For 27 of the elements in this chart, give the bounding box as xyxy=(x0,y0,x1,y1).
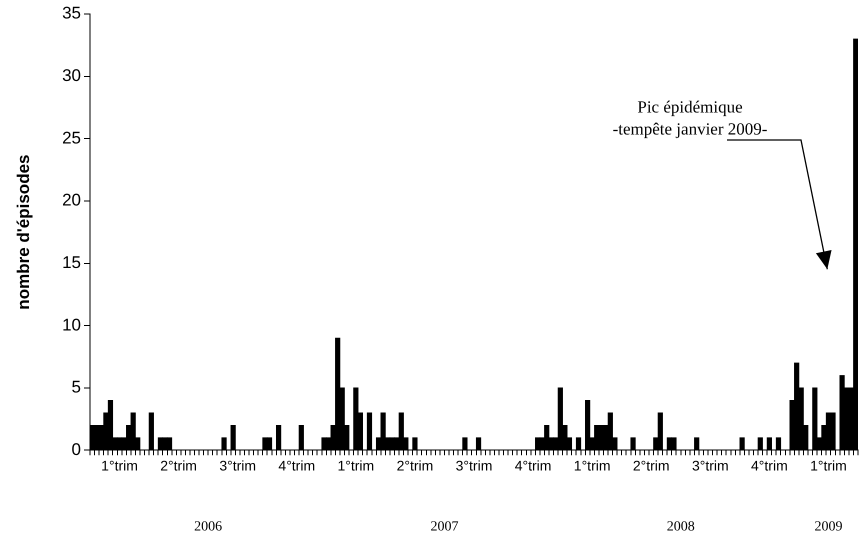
x-tick-label: 3°trim xyxy=(692,457,729,474)
y-tick-label: 25 xyxy=(62,128,81,148)
x-tick-label: 3°trim xyxy=(456,457,492,474)
x-tick-label: 2°trim xyxy=(396,457,434,474)
x-tick-label: 2°trim xyxy=(160,457,197,474)
x-tick-label: 4°trim xyxy=(751,457,788,474)
x-tick-label: 4°trim xyxy=(514,457,552,474)
text: 2009 xyxy=(814,520,842,535)
x-tick-label: 1°trim xyxy=(810,457,847,474)
x-tick-label: 4°trim xyxy=(278,457,316,474)
text: 2008 xyxy=(666,520,695,535)
annotation: Pic épidémique -tempête janvier 2009- xyxy=(612,97,768,138)
y-tick-label: 15 xyxy=(62,252,81,272)
text: 2007 xyxy=(430,520,458,535)
x-tick-label: 1°trim xyxy=(574,457,611,474)
x-tick-label: 1°trim xyxy=(101,457,138,474)
y-tick-label: 0 xyxy=(72,440,81,459)
y-tick-label: 30 xyxy=(62,66,81,85)
x-tick-label: 2°trim xyxy=(632,457,670,474)
x-tick-label: 1°trim xyxy=(337,457,374,474)
x-tick-label: 3°trim xyxy=(219,457,256,474)
y-tick-label: 20 xyxy=(62,190,81,210)
y-tick-label: 10 xyxy=(62,315,81,334)
y-tick-label: 5 xyxy=(72,378,81,397)
y-tick-label: 35 xyxy=(62,4,81,23)
y-axis-title: nombre d'épisodes xyxy=(14,154,33,310)
text: 2006 xyxy=(194,520,222,535)
